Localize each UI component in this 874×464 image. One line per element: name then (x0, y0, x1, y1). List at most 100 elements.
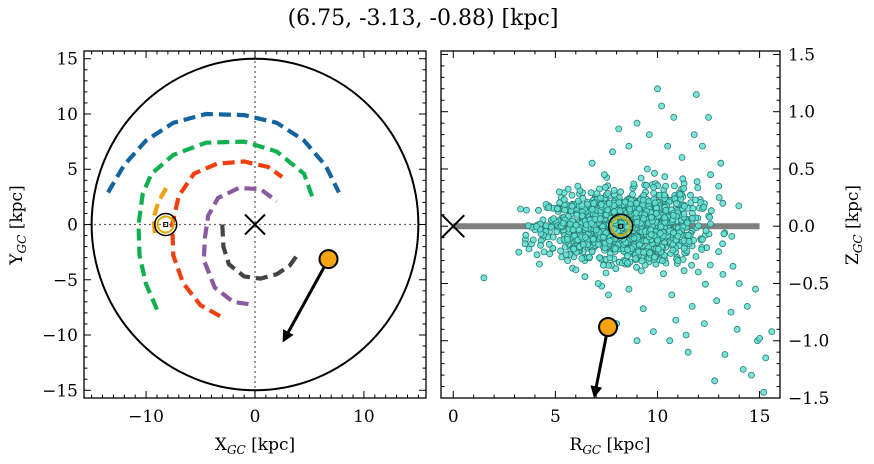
scatter-point (574, 197, 582, 205)
scatter-point (687, 191, 694, 199)
x-tick-label: 15 (749, 407, 771, 427)
y-tick-label: −15 (42, 381, 78, 401)
scatter-point (610, 186, 618, 194)
scatter-point (633, 263, 640, 271)
panel-rgc-zgc: 0 5 10 15 −1.5 −1.0 −0.5 0.0 0.5 1.0 1.5 RGC [kpc]… (440, 45, 865, 457)
scatter-point (692, 253, 700, 260)
panel-galactic-xy: −10 0 10 −15 −10 −5 0 5 10 15 XGC [kpc] YGC [kpc] (7, 50, 427, 457)
scatter-point (556, 188, 563, 196)
scatter-point (719, 199, 727, 207)
scatter-point (651, 169, 658, 177)
scatter-point (594, 280, 602, 287)
scatter-point (582, 233, 589, 241)
object-marker (318, 249, 339, 270)
scatter-point (643, 165, 651, 173)
scatter-point (579, 241, 587, 248)
y-tick-label: 5 (67, 160, 78, 180)
scatter-point (638, 257, 646, 265)
scatter-point (586, 253, 593, 261)
scatter-point (656, 229, 664, 237)
scatter-point (654, 236, 661, 244)
x-tick-label: 10 (353, 407, 375, 427)
scatter-point (692, 196, 699, 204)
scatter-point (553, 228, 561, 236)
scatter-point (654, 85, 661, 93)
y-tick-label: 0 (67, 216, 78, 236)
scatter-point (557, 247, 564, 255)
scatter-point (633, 119, 641, 127)
scatter-point (625, 142, 633, 150)
y-axis-label-rz: ZGC [kpc] (843, 185, 865, 265)
scatter-point (546, 250, 554, 258)
scatter-point (721, 351, 729, 358)
scatter-point (678, 154, 686, 161)
scatter-point (674, 257, 682, 265)
scatter-point (684, 348, 692, 356)
scatter-point (706, 213, 713, 221)
scatter-point (568, 202, 576, 210)
scatter-point (699, 142, 706, 150)
scatter-point (624, 259, 631, 267)
scatter-point (616, 207, 624, 215)
scatter-point (733, 325, 741, 333)
scatter-point (664, 142, 672, 150)
scatter-point (564, 235, 571, 243)
scatter-point (768, 328, 776, 336)
scatter-point (561, 206, 569, 214)
scatter-point (573, 211, 581, 219)
scatter-point (587, 189, 595, 197)
scatter-point (545, 240, 553, 248)
scatter-point (588, 248, 596, 256)
scatter-point (685, 237, 693, 245)
scatter-point (694, 184, 702, 192)
scatter-point (715, 182, 723, 190)
scatter-point (715, 194, 723, 201)
scatter-point (662, 206, 670, 214)
scatter-point (602, 269, 610, 277)
scatter-point (540, 248, 548, 256)
galactic-center-marker (441, 214, 465, 238)
scatter-point (533, 251, 541, 259)
scatter-point (615, 199, 623, 207)
scatter-point (762, 354, 770, 362)
galaxy-boundary-circle (90, 57, 420, 392)
scatter-point (719, 270, 727, 278)
plot-area-xy (84, 51, 426, 398)
scatter-point (639, 305, 647, 313)
sun-marker (618, 223, 624, 229)
scatter-point (679, 175, 687, 183)
scatter-point (727, 308, 735, 316)
scatter-point (640, 215, 647, 223)
y-tick-label: 0.5 (788, 160, 815, 180)
scatter-point (578, 255, 586, 262)
scatter-point (711, 377, 719, 385)
scatter-point (701, 320, 708, 328)
scatter-point (752, 285, 759, 293)
scatter-point (651, 253, 658, 261)
scatter-point (681, 202, 688, 210)
scatter-point (604, 206, 612, 214)
scatter-point (661, 191, 668, 199)
scatter-point (660, 270, 667, 278)
scatter-point (735, 202, 743, 210)
spiral-arm-2 (170, 159, 284, 319)
scatter-point (676, 190, 684, 198)
scatter-points (480, 85, 776, 396)
scatter-point (702, 227, 710, 235)
scatter-point (515, 248, 523, 256)
scatter-point (554, 205, 561, 213)
scatter-point (592, 226, 600, 234)
x-tick-label: 10 (647, 407, 669, 427)
scatter-point (636, 241, 643, 249)
scatter-point (606, 254, 614, 262)
scatter-point (545, 204, 553, 211)
tick-labels-xy: −10 0 10 −15 −10 −5 0 5 10 15 (42, 50, 375, 427)
scatter-point (621, 198, 629, 206)
scatter-point (529, 236, 537, 244)
scatter-point (588, 205, 596, 213)
scatter-point (651, 199, 659, 207)
plot-area-rz (441, 85, 776, 398)
scatter-point (682, 331, 690, 339)
scatter-point (670, 229, 677, 237)
scatter-point (756, 334, 763, 342)
